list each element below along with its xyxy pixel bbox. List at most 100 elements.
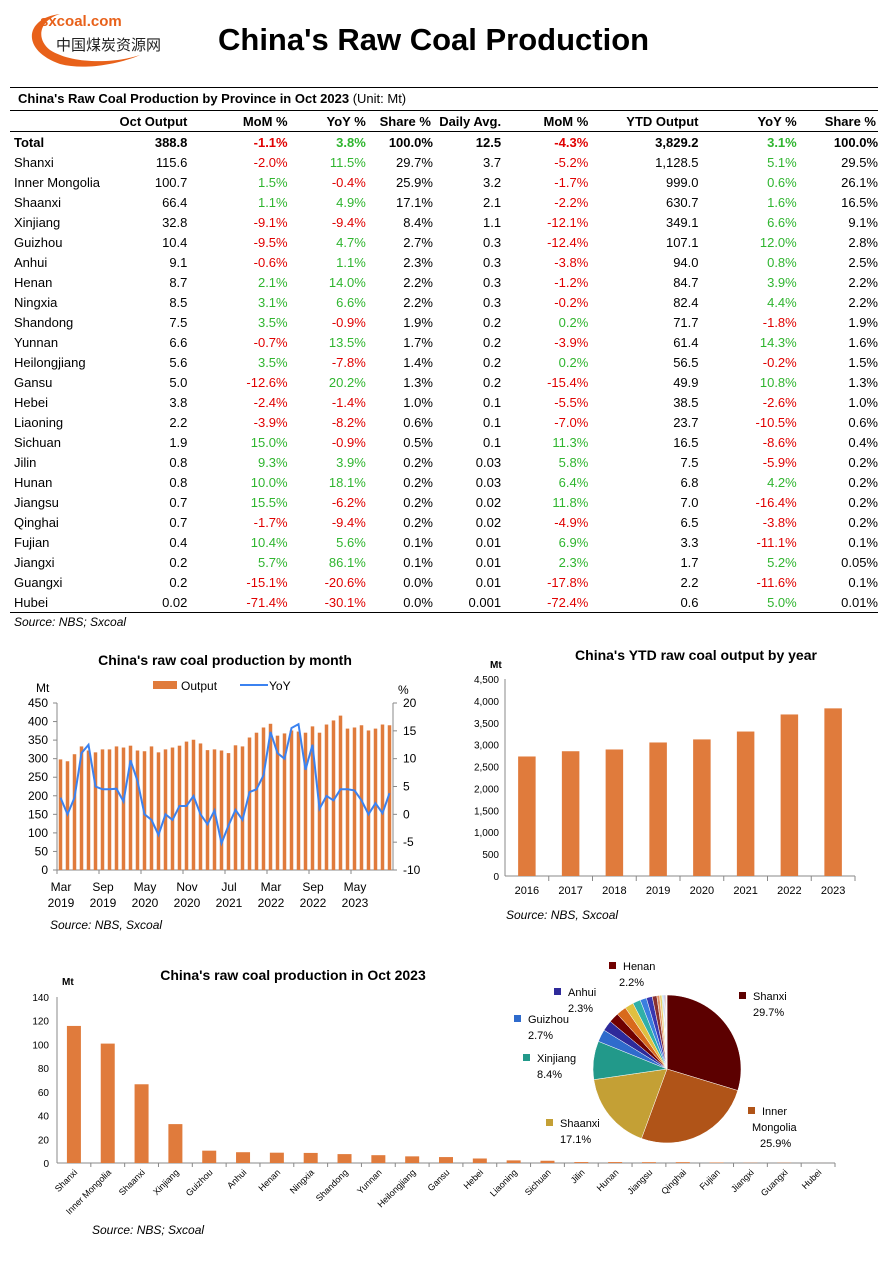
table-row: Sichuan 1.9 15.0% -0.9% 0.5% 0.1 11.3% 16.5 -8.6…	[10, 432, 878, 452]
pie-label-value: 2.2%	[619, 977, 644, 989]
x-tick-label: Hebei	[462, 1167, 486, 1191]
x-tick-label-year: 2019	[48, 896, 75, 910]
column-header: Share %	[796, 111, 878, 132]
ytd-bar	[780, 714, 799, 876]
x-tick-label: Sichuan	[523, 1167, 553, 1197]
ytd-output-chart: China's YTD raw coal output by year Mt 0 50…	[474, 647, 856, 922]
table-cell: 0.01%	[841, 594, 878, 610]
x-tick-label-year: 2023	[342, 896, 369, 910]
y-tick-label: 120	[32, 1017, 49, 1028]
output-bar	[373, 728, 378, 870]
table-cell: 0.3	[483, 234, 502, 250]
x-tick-label: Shanxi	[53, 1167, 80, 1194]
table-cell: 1.7%	[403, 334, 433, 350]
table-cell: 1.3%	[848, 374, 878, 390]
table-cell: -1.4%	[331, 394, 366, 410]
table-cell: -71.4%	[246, 594, 288, 610]
table-cell: 0.2	[483, 334, 502, 350]
table-cell: 0.6%	[848, 414, 878, 430]
table-row: Gansu 5.0 -12.6% 20.2% 1.3% 0.2 -15.4% 49.9 10.8…	[10, 372, 878, 392]
table-cell: 13.5%	[328, 334, 366, 350]
ytd-bar	[824, 708, 842, 876]
table-cell: 0.6%	[403, 414, 433, 430]
column-header: MoM %	[501, 111, 589, 132]
y-axis-label: Mt	[36, 681, 50, 695]
table-cell: 94.0	[673, 254, 699, 270]
table-cell: 2.2%	[848, 274, 878, 290]
table-row: Shanxi 115.6 -2.0% 11.5% 29.7% 3.7 -5.2% 1,128.…	[10, 152, 878, 172]
table-header-row: Oct Output MoM % YoY % Share % Daily Avg. MoM…	[10, 111, 878, 132]
y-tick-label: 50	[35, 844, 49, 858]
table-cell: 1.4%	[403, 354, 433, 370]
pie-legend-swatch	[739, 992, 746, 999]
table-cell: 0.01	[475, 574, 502, 590]
table-cell: 1.0%	[403, 394, 433, 410]
pie-slice-inner-mongolia	[641, 1068, 739, 1144]
table-cell: 107.1	[665, 234, 699, 250]
pie-label-name: Xinjiang	[537, 1053, 576, 1065]
table-cell: 0.02	[475, 494, 502, 510]
table-cell: Hunan	[14, 474, 53, 490]
y-tick-label: 1,500	[474, 806, 499, 817]
x-tick-label-year: 2021	[216, 896, 243, 910]
y-tick-label: 150	[28, 807, 48, 821]
table-cell: 2.2%	[848, 294, 878, 310]
output-bar	[100, 749, 105, 870]
table-cell: -3.8%	[762, 514, 797, 530]
table-cell: 3.8	[169, 394, 188, 410]
table-cell: 0.2%	[403, 454, 433, 470]
table-cell: -5.5%	[554, 394, 589, 410]
page-title: China's Raw Coal Production	[218, 22, 650, 57]
table-cell: -1.8%	[762, 314, 797, 330]
table-cell: 49.9	[673, 374, 699, 390]
output-bar	[86, 750, 91, 870]
output-bar	[331, 720, 336, 870]
chart-title: China's raw coal production by month	[98, 652, 352, 668]
table-cell: Henan	[14, 274, 53, 290]
table-cell: 84.7	[673, 274, 699, 290]
output-bar	[72, 754, 77, 870]
table-cell: 1.5%	[848, 354, 878, 370]
table-cell: 1.0%	[848, 394, 878, 410]
table-cell: 0.2%	[848, 514, 878, 530]
table-cell: 0.3	[483, 294, 502, 310]
ytd-bar	[605, 749, 624, 876]
table-cell: 11.3%	[552, 434, 589, 450]
table-cell: Liaoning	[14, 414, 64, 430]
column-header: MoM %	[187, 111, 288, 132]
output-bar	[254, 732, 259, 870]
table-row: Ningxia 8.5 3.1% 6.6% 2.2% 0.3 -0.2% 82.4 4.4% 2.…	[10, 292, 878, 312]
table-cell: -6.2%	[331, 494, 366, 510]
table-cell: -4.9%	[554, 514, 589, 530]
province-bar	[168, 1124, 183, 1163]
table-unit: (Unit: Mt)	[352, 91, 407, 106]
output-bar	[107, 749, 112, 870]
table-cell: 2.7%	[403, 234, 433, 250]
pie-label-value: 25.9%	[760, 1138, 791, 1150]
table-cell: -11.1%	[756, 534, 797, 550]
output-bar	[163, 749, 168, 870]
y2-tick-label: 5	[403, 780, 410, 794]
ytd-bar	[649, 742, 667, 876]
table-cell: 0.1	[483, 414, 502, 430]
table-cell: 0.4%	[848, 434, 878, 450]
table-cell: 9.1	[169, 254, 188, 270]
pie-label-value: 8.4%	[537, 1069, 562, 1081]
table-cell: 388.8	[154, 134, 188, 150]
table-cell: -7.8%	[331, 354, 366, 370]
column-header: Daily Avg.	[432, 111, 502, 132]
table-cell: 15.5%	[250, 494, 288, 510]
province-bar	[439, 1157, 453, 1163]
table-cell: -0.7%	[253, 334, 288, 350]
x-tick-label: Ningxia	[288, 1167, 316, 1195]
y-tick-label: 450	[28, 696, 48, 710]
table-cell: 0.1	[483, 434, 502, 450]
x-tick-label: Liaoning	[488, 1167, 519, 1198]
y-tick-label: 3,000	[474, 741, 499, 752]
y-tick-label: 140	[32, 993, 49, 1004]
table-cell: 1.9%	[848, 314, 878, 330]
table-cell: 1,128.5	[655, 154, 699, 170]
y-tick-label: 350	[28, 733, 48, 747]
table-cell: -15.1%	[246, 574, 288, 590]
